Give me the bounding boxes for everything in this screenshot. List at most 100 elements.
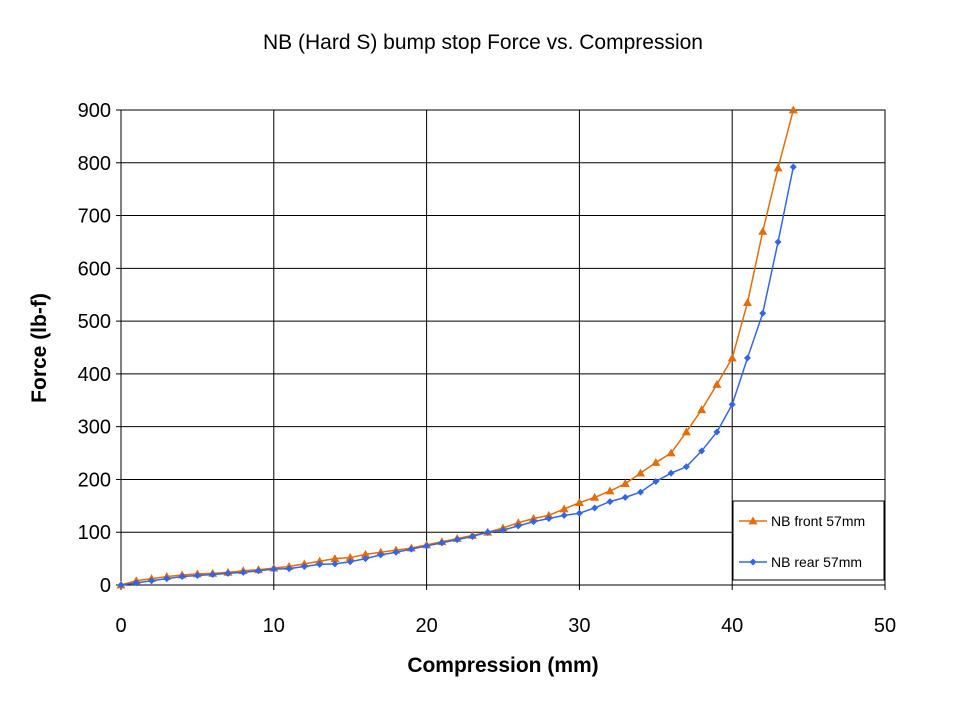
series-1-point-33	[620, 479, 630, 488]
series-1-point-43	[773, 163, 783, 172]
series-2-point-35	[652, 478, 660, 486]
series-2-point-29	[560, 511, 568, 519]
series-1-point-35	[651, 458, 661, 466]
series-1-point-27	[529, 514, 539, 522]
x-tick-label-4: 40	[721, 615, 743, 637]
x-tick-label-1: 10	[263, 615, 285, 637]
series-2-point-13	[316, 560, 324, 568]
series-1-point-30	[574, 498, 584, 507]
y-axis-label: Force (lb-f)	[28, 293, 51, 403]
x-tick-label-0: 0	[115, 615, 126, 637]
series-2-point-7	[224, 569, 232, 577]
y-tick-label-2: 200	[78, 469, 111, 491]
series-2-point-39	[713, 428, 721, 436]
series-1-point-34	[636, 468, 646, 477]
x-tick-label-5: 50	[874, 615, 896, 637]
series-2-point-17	[377, 551, 385, 559]
legend-item-1: NB front 57mm	[739, 513, 865, 529]
series-2-point-23	[468, 532, 476, 540]
series-1-point-16	[360, 549, 370, 558]
series-2-point-11	[285, 565, 293, 573]
legend-label-2: NB rear 57mm	[771, 554, 862, 570]
series-2-point-19	[407, 545, 415, 553]
series-2-point-6	[209, 570, 217, 578]
series-2-point-18	[392, 548, 400, 556]
series-2-point-41	[743, 354, 751, 362]
series-2-point-1	[132, 579, 140, 587]
series-2-point-10	[270, 565, 278, 573]
y-tick-label-7: 700	[78, 206, 111, 228]
series-2-point-34	[637, 488, 645, 496]
series-2-point-0	[117, 581, 125, 589]
series-1-point-15	[345, 553, 355, 561]
y-tick-label-5: 500	[78, 311, 111, 333]
series-1-point-40	[727, 353, 737, 362]
y-tick-label-8: 800	[78, 153, 111, 175]
legend-box	[732, 500, 885, 581]
chart-title: NB (Hard S) bump stop Force vs. Compress…	[263, 31, 703, 54]
series-1-point-38	[697, 405, 707, 414]
series-layer	[116, 105, 798, 589]
legend-label-1: NB front 57mm	[771, 513, 865, 529]
series-2-point-36	[667, 469, 675, 477]
series-2-point-15	[346, 558, 354, 566]
series-2-point-40	[728, 401, 736, 408]
series-2-point-43	[774, 238, 782, 246]
series-2-point-14	[331, 560, 339, 568]
legend-swatch-marker-1	[748, 516, 758, 525]
series-1-point-32	[605, 486, 615, 495]
series-2-point-2	[148, 577, 156, 585]
series-1-point-39	[712, 379, 722, 388]
series-1-point-44	[788, 105, 798, 114]
series-1-point-13	[315, 556, 325, 565]
series-2-point-28	[545, 515, 553, 522]
series-2-point-38	[698, 447, 706, 455]
series-2-point-9	[255, 567, 263, 575]
legend-swatch-marker-2	[749, 558, 757, 566]
y-tick-label-1: 100	[78, 522, 111, 544]
series-1-point-28	[544, 510, 554, 519]
x-axis-ticks: 0 10 20 30 40 50	[115, 585, 896, 637]
series-2-point-8	[239, 568, 247, 576]
series-2-point-30	[575, 509, 583, 517]
x-tick-label-2: 20	[415, 615, 437, 637]
y-axis-ticks: 0 100 200 300 400 500 600 700 800 900	[78, 100, 121, 597]
series-2-point-25	[499, 526, 507, 534]
series-2-point-42	[759, 309, 767, 317]
series-1-point-31	[590, 492, 600, 501]
series-2-point-20	[423, 542, 431, 550]
series-2-point-31	[591, 504, 599, 512]
x-tick-label-3: 30	[568, 615, 590, 637]
series-1-point-26	[513, 518, 523, 527]
series-1-point-41	[742, 298, 752, 307]
series-1-point-29	[559, 504, 569, 513]
legend-item-2: NB rear 57mm	[739, 554, 862, 570]
series-1-point-36	[666, 448, 676, 457]
plot-border	[120, 109, 886, 586]
y-tick-label-4: 400	[78, 364, 111, 386]
y-tick-label-3: 300	[78, 417, 111, 439]
series-2-point-3	[163, 575, 171, 583]
series-1-point-37	[681, 427, 691, 436]
series-2-point-33	[621, 493, 629, 501]
series-2-point-12	[300, 563, 308, 571]
y-tick-label-9: 900	[78, 100, 111, 122]
series-2-point-21	[438, 539, 446, 547]
series-2-point-37	[682, 463, 690, 471]
series-2-point-4	[178, 573, 186, 581]
series-2-point-44	[789, 163, 797, 171]
series-2-point-26	[514, 522, 522, 530]
series-1-point-14	[330, 554, 340, 562]
series-2-point-32	[606, 498, 614, 506]
series-1-point-42	[758, 226, 768, 235]
y-tick-label-6: 600	[78, 258, 111, 280]
legend: NB front 57mm NB rear 57mm	[732, 500, 885, 581]
series-2-point-5	[193, 572, 201, 579]
series-2	[117, 163, 797, 589]
series-2-point-27	[530, 518, 538, 526]
series-2-point-22	[453, 536, 461, 544]
x-axis-label: Compression (mm)	[407, 654, 598, 677]
series-2-point-24	[484, 528, 492, 536]
y-tick-label-0: 0	[100, 575, 111, 597]
